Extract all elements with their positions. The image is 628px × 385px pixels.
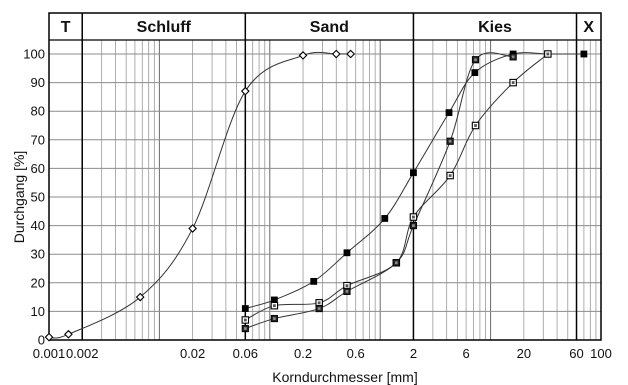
x-tick-label: 100 xyxy=(590,346,612,361)
filled-square-marker xyxy=(343,249,351,257)
band-label: Kies xyxy=(478,19,512,36)
band-label: Schluff xyxy=(137,19,192,36)
filled-square-marker xyxy=(270,296,278,304)
dark-square-marker-core xyxy=(511,55,515,59)
hollow-square-marker-core xyxy=(272,304,276,308)
grading-curve-line xyxy=(245,52,514,330)
filled-square-marker xyxy=(241,305,249,312)
y-tick-label: 100 xyxy=(23,47,45,62)
diamond-marker xyxy=(188,224,198,233)
filled-square-marker xyxy=(445,109,453,117)
x-axis-label: Korndurchmesser [mm] xyxy=(272,369,417,385)
dark-square-marker-core xyxy=(412,224,415,227)
x-tick-label: 0.6 xyxy=(347,346,365,361)
y-tick-label: 20 xyxy=(31,275,45,290)
dark-square-marker-core xyxy=(474,58,477,62)
filled-square-marker xyxy=(580,50,588,58)
x-tick-label: 6 xyxy=(462,346,469,361)
hollow-square-marker-core xyxy=(474,124,477,127)
y-tick-labels: 0 10 20 30 40 50 60 70 80 90 100 xyxy=(23,47,45,348)
dark-square-marker-core xyxy=(394,261,398,265)
diamond-marker xyxy=(346,49,356,59)
curve-markers xyxy=(44,49,588,342)
x-tick-labels: 0.001 0.002 0.02 0.06 0.2 0.6 2 6 20 60 100 xyxy=(33,346,612,361)
y-tick-label: 50 xyxy=(31,190,45,205)
y-tick-label: 0 xyxy=(38,333,45,348)
y-tick-label: 90 xyxy=(31,75,45,90)
y-tick-label: 30 xyxy=(31,247,45,262)
plot-frame xyxy=(48,12,602,341)
hollow-square-marker-core xyxy=(448,174,452,177)
y-tick-label: 80 xyxy=(31,104,45,119)
grading-curve-line xyxy=(245,53,549,321)
filled-square-marker xyxy=(381,215,389,222)
x-tick-label: 2 xyxy=(410,346,417,361)
x-tick-label: 0.2 xyxy=(294,346,312,361)
filled-square-marker xyxy=(471,69,479,76)
grading-curve-line xyxy=(48,51,351,339)
hollow-square-marker-core xyxy=(511,81,515,84)
x-tick-label: 0.001 xyxy=(33,346,66,361)
x-tick-label: 20 xyxy=(517,346,531,361)
y-tick-label: 10 xyxy=(31,304,45,319)
dark-square-marker-core xyxy=(272,317,276,320)
hollow-square-marker-core xyxy=(546,52,550,56)
hollow-square-marker-core xyxy=(412,215,415,219)
x-tick-label: 60 xyxy=(569,346,583,361)
diamond-marker xyxy=(298,51,308,60)
diamond-marker xyxy=(135,292,145,302)
hollow-square-marker-core xyxy=(243,318,247,322)
filled-square-marker xyxy=(410,169,417,177)
y-tick-label: 40 xyxy=(31,218,45,233)
x-tick-label: 0.02 xyxy=(180,346,205,361)
dark-square-marker-core xyxy=(243,327,247,330)
band-label: X xyxy=(583,19,594,36)
diamond-marker xyxy=(331,49,341,59)
hollow-square-marker-core xyxy=(317,301,321,305)
x-tick-label: 0.06 xyxy=(233,346,258,361)
major-grid xyxy=(49,53,601,312)
filled-square-marker xyxy=(310,277,318,285)
diamond-marker xyxy=(44,332,54,342)
x-tick-label: 0.002 xyxy=(66,346,99,361)
y-tick-label: 70 xyxy=(31,132,45,147)
y-axis-label: Durchgang [%] xyxy=(11,151,27,244)
hollow-square-marker-core xyxy=(345,284,349,288)
band-label: T xyxy=(61,19,71,36)
diamond-marker xyxy=(64,329,73,339)
dark-square-marker-core xyxy=(345,289,349,293)
dark-square-marker-core xyxy=(448,139,452,143)
diamond-marker xyxy=(240,86,250,96)
dark-square-marker-core xyxy=(317,307,321,310)
grain-size-bands: T Schluff Sand Kies X xyxy=(48,12,602,341)
y-tick-label: 60 xyxy=(31,161,45,176)
grading-curves xyxy=(48,51,584,339)
band-label: Sand xyxy=(310,19,349,36)
